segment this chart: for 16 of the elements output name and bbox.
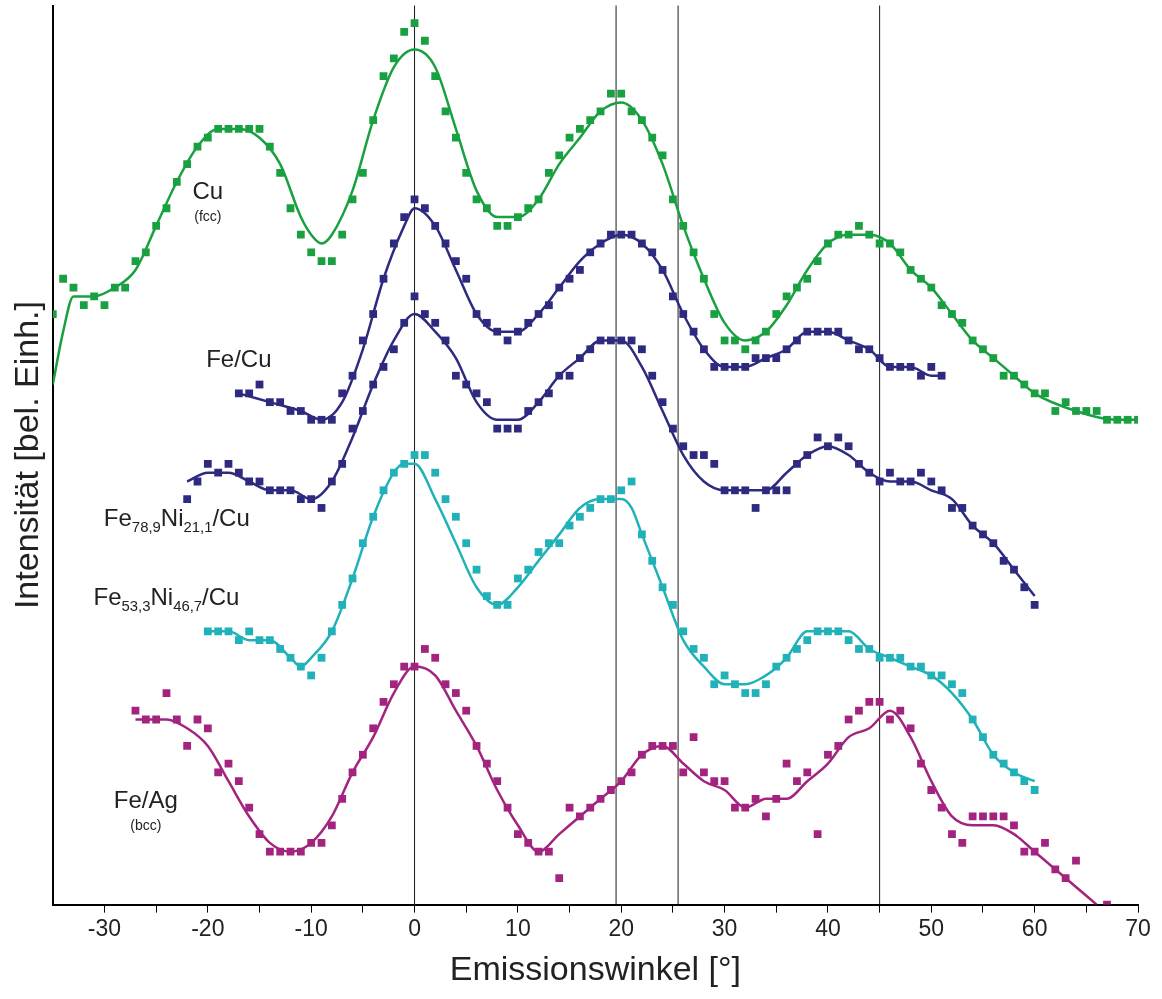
x-tick-label: -20: [191, 914, 225, 941]
x-axis-title: Emissionswinkel [°]: [449, 948, 742, 987]
series-label: Fe/Ag (bcc): [113, 785, 178, 833]
x-tick-label: 10: [505, 914, 531, 941]
x-tick-label: -30: [87, 914, 122, 941]
y-axis-title: Intensität [bel. Einh.]: [6, 301, 45, 610]
x-tick-label: -10: [294, 914, 328, 941]
series-label: Cu (fcc): [192, 177, 224, 225]
x-tick-label: 20: [608, 914, 635, 941]
x-tick-label: 50: [918, 914, 945, 941]
x-tick-label: 30: [711, 914, 738, 941]
x-tick-label: 0: [408, 914, 421, 941]
x-tick-label: 40: [815, 914, 841, 941]
x-tick-label: 70: [1125, 914, 1151, 941]
series-label: Fe/Cu: [206, 344, 272, 372]
x-tick-label: 60: [1021, 914, 1048, 941]
